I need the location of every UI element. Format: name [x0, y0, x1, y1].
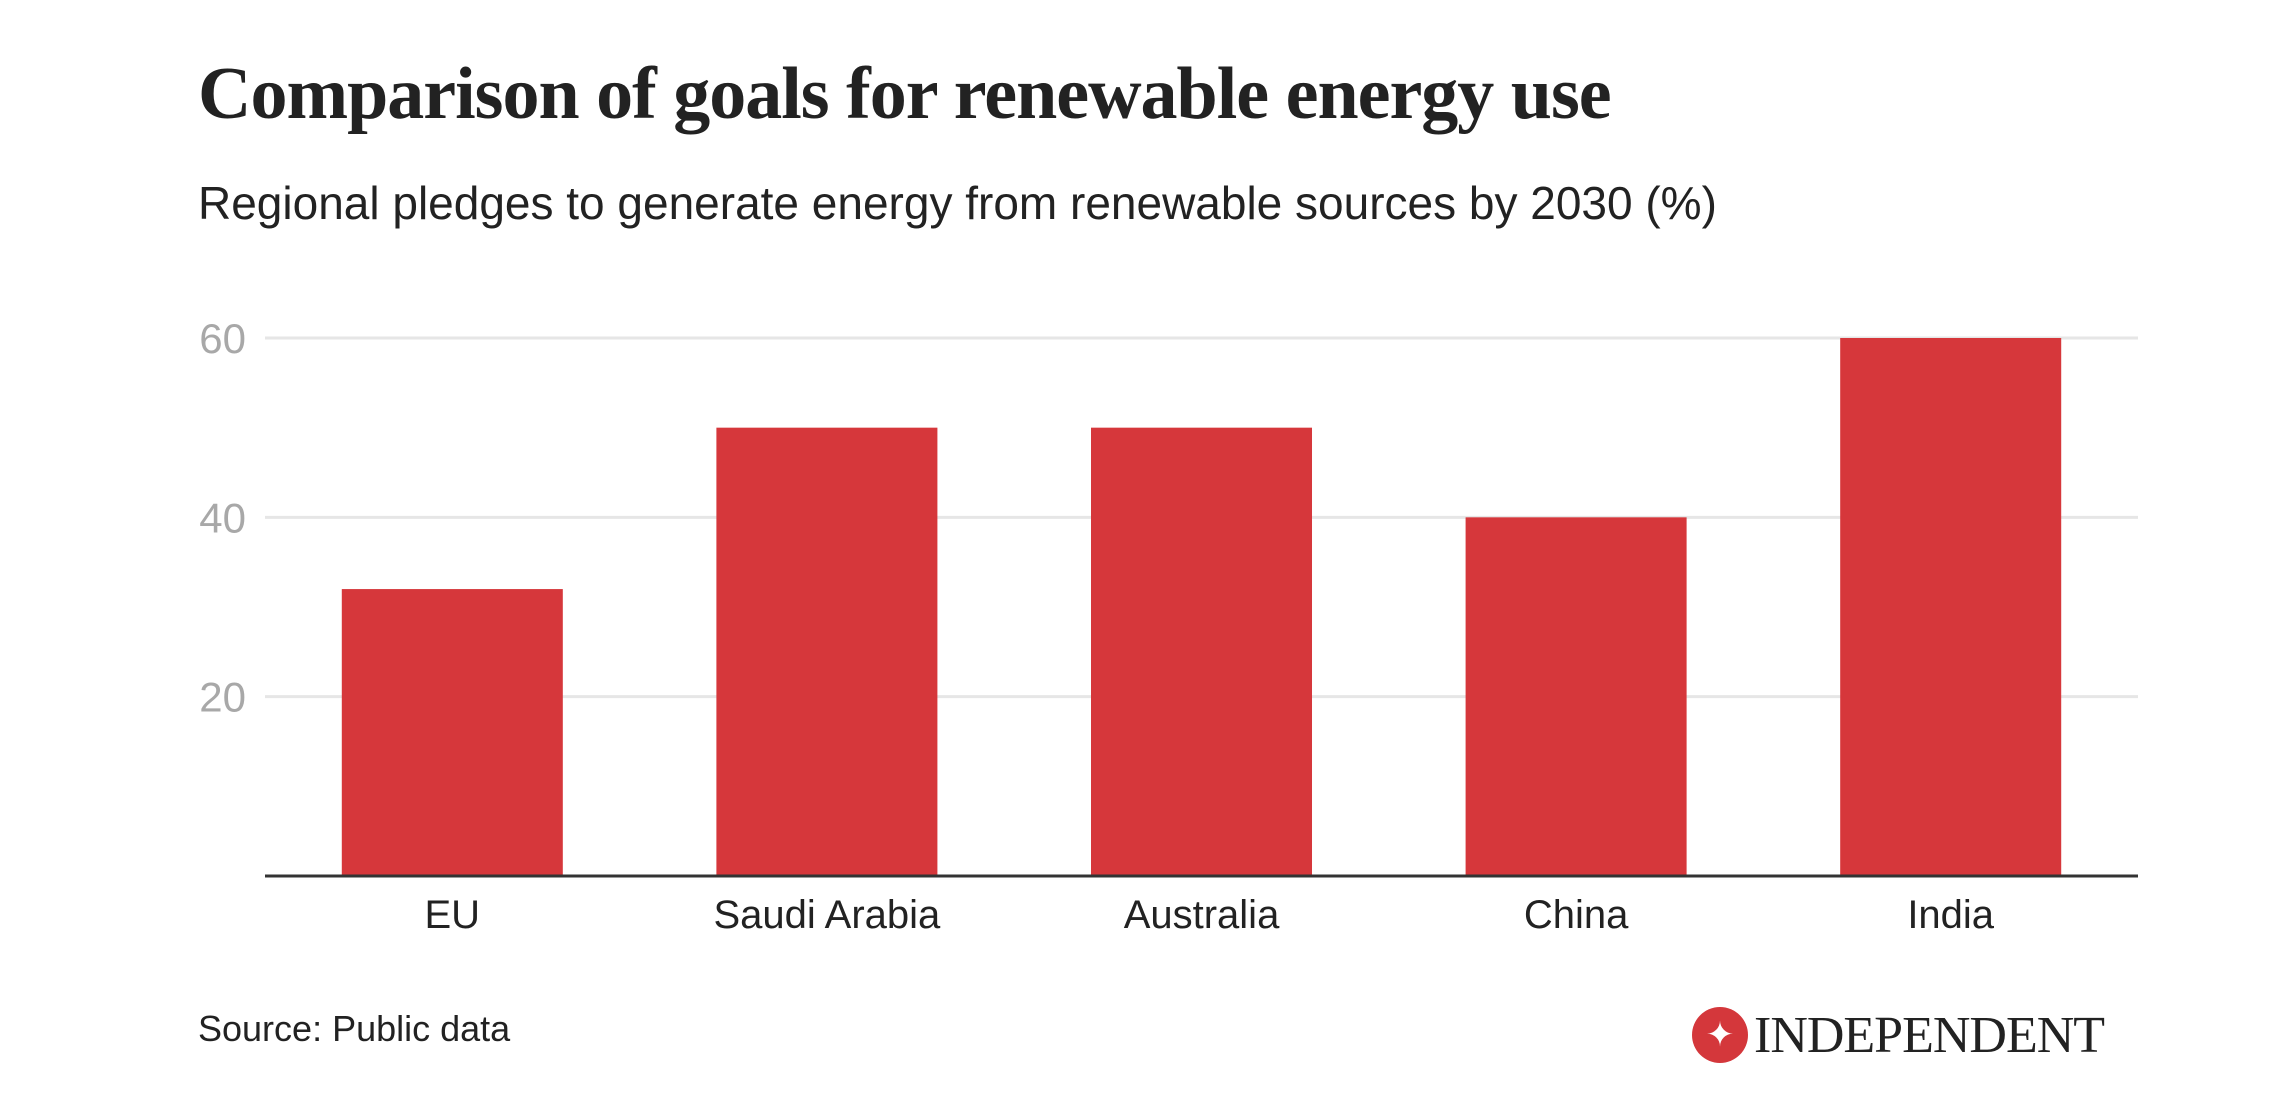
bar-eu [341, 589, 563, 876]
bar-china [1465, 517, 1687, 876]
chart-title: Comparison of goals for renewable energy… [198, 53, 1612, 135]
source-note: Source: Public data [198, 1008, 511, 1049]
eagle-icon: ✦ [1692, 1007, 1748, 1063]
bar-saudi-arabia [716, 427, 938, 876]
independent-logo: ✦ INDEPENDENT [1692, 1000, 2105, 1070]
x-tick-label: Saudi Arabia [713, 893, 941, 937]
x-tick-label: China [1524, 893, 1629, 937]
x-tick-label: EU [425, 893, 481, 937]
x-tick-label: India [1907, 893, 1994, 937]
x-tick-label: Australia [1124, 893, 1280, 937]
y-tick-label: 20 [199, 674, 246, 721]
y-tick-label: 40 [199, 494, 246, 541]
logo-wordmark: INDEPENDENT [1754, 1006, 2105, 1064]
y-axis-ticks: 20 40 60 [199, 315, 246, 721]
bars [341, 338, 2062, 876]
x-axis-ticks: EU Saudi Arabia Australia China India [425, 893, 1995, 937]
chart-subtitle: Regional pledges to generate energy from… [198, 177, 1717, 229]
bar-australia [1090, 427, 1313, 876]
y-tick-label: 60 [199, 315, 246, 362]
bar-india [1840, 338, 2062, 876]
